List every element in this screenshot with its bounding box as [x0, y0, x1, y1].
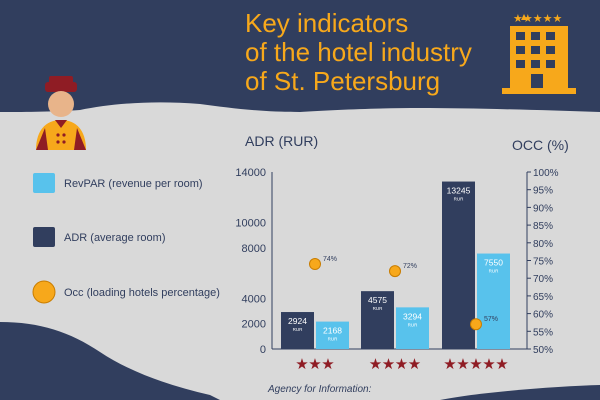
- occ-value-label: 72%: [403, 263, 417, 270]
- star-icon: ★: [469, 355, 482, 373]
- y-right-tick-label: 90%: [533, 203, 553, 214]
- y-left-tick-label: 8000: [242, 243, 266, 255]
- y-right-tick-label: 80%: [533, 239, 553, 250]
- occ-point: [470, 318, 482, 331]
- hotel-building-icon: ★★★★★: [502, 12, 576, 94]
- legend-label-occ: Occ (loading hotels percentage): [64, 287, 220, 299]
- legend-label-adr: ADR (average room): [64, 232, 165, 244]
- bar-adr-unit-label: RUR: [293, 327, 303, 332]
- footer-band-right: [440, 385, 600, 400]
- y-right-tick-label: 95%: [533, 186, 553, 197]
- y-right-tick-label: 65%: [533, 292, 553, 303]
- bar-revpar: [396, 307, 429, 349]
- legend-swatch-adr: [33, 227, 55, 247]
- category-stars: ★ ★ ★ ★ ★ ★ ★ ★ ★ ★ ★ ★: [295, 355, 508, 373]
- y-left-tick-label: 14000: [235, 167, 266, 179]
- star-icon: ★: [369, 355, 382, 373]
- y-right-tick-label: 75%: [533, 257, 553, 268]
- svg-text:★★★★★: ★★★★★: [513, 12, 562, 25]
- legend-item-revpar: RevPAR (revenue per room): [33, 173, 203, 193]
- title-line-1: Key indicators: [245, 8, 408, 38]
- bar-revpar-unit-label: RUR: [408, 322, 418, 327]
- star-icon: ★: [482, 355, 495, 373]
- legend-item-occ: Occ (loading hotels percentage): [32, 280, 220, 304]
- bar-revpar-unit-label: RUR: [328, 337, 338, 342]
- bar-adr: [281, 312, 314, 349]
- bar-adr: [442, 181, 475, 349]
- source-label: Agency for Information:: [267, 384, 372, 395]
- star-icon: ★: [495, 355, 508, 373]
- bar-revpar-value-label: 3294: [403, 311, 422, 321]
- occ-point: [389, 265, 401, 278]
- star-icon: ★: [456, 355, 469, 373]
- bar-adr-value-label: 2924: [288, 316, 307, 326]
- bar-revpar: [316, 321, 349, 349]
- bar-revpar-value-label: 2168: [323, 326, 342, 336]
- y-axis-left-title: ADR (RUR): [245, 133, 318, 149]
- star-icon: ★: [408, 355, 421, 373]
- y-right-tick-label: 85%: [533, 221, 553, 232]
- title-line-3: of St. Petersburg: [245, 66, 440, 96]
- y-left-tick-label: 4000: [242, 293, 266, 305]
- y-right-tick-label: 55%: [533, 327, 553, 338]
- legend-swatch-occ: [32, 280, 56, 304]
- star-icon: ★: [443, 355, 456, 373]
- bar-revpar: [477, 253, 510, 349]
- y-right-tick-label: 60%: [533, 310, 553, 321]
- y-left-tick-label: 0: [260, 344, 266, 356]
- y-left-tick-label: 2000: [242, 319, 266, 331]
- title-line-2: of the hotel industry: [245, 37, 472, 67]
- bar-adr-unit-label: RUR: [373, 306, 383, 311]
- legend-label-revpar: RevPAR (revenue per room): [64, 178, 203, 190]
- occ-point: [309, 258, 321, 271]
- y-axis-left-ticks: 0 2000 4000 8000 10000 14000: [235, 167, 266, 356]
- y-axis-right-title: OCC (%): [512, 137, 569, 153]
- occ-markers: 74% 72% 57%: [309, 256, 498, 331]
- bar-adr-unit-label: RUR: [454, 197, 464, 202]
- star-icon: ★: [308, 355, 321, 373]
- legend: RevPAR (revenue per room) ADR (average r…: [32, 173, 220, 304]
- star-icon: ★: [395, 355, 408, 373]
- footer-band: [0, 322, 220, 400]
- occ-value-label: 74%: [323, 256, 337, 263]
- y-left-tick-label: 10000: [235, 218, 266, 230]
- page-title: Key indicators of the hotel industry of …: [245, 8, 472, 96]
- header-band: [0, 0, 600, 112]
- bar-revpar-unit-label: RUR: [489, 269, 499, 274]
- bar-revpar-value-label: 7550: [484, 258, 503, 268]
- legend-swatch-revpar: [33, 173, 55, 193]
- star-icon: ★: [295, 355, 308, 373]
- bar-adr-value-label: 13245: [447, 186, 471, 196]
- occ-value-label: 57%: [484, 316, 498, 323]
- bellboy-icon: [36, 76, 86, 150]
- star-icon: ★: [382, 355, 395, 373]
- bar-adr-value-label: 4575: [368, 295, 387, 305]
- y-right-tick-label: 50%: [533, 345, 553, 356]
- y-axis-right-ticks: 50% 55% 60% 65% 70% 75% 80% 85% 90% 95% 100%: [527, 168, 559, 356]
- legend-item-adr: ADR (average room): [33, 227, 165, 247]
- star-icon: ★: [321, 355, 334, 373]
- bar-adr: [361, 291, 394, 349]
- y-right-tick-label: 70%: [533, 274, 553, 285]
- y-right-tick-label: 100%: [533, 168, 559, 179]
